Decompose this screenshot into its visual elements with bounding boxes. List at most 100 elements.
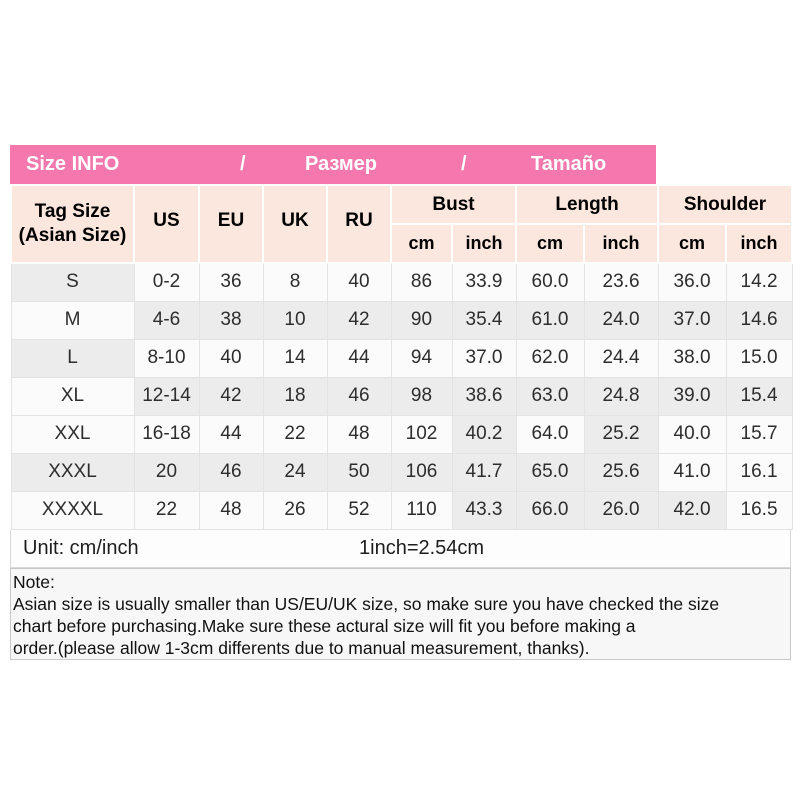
row-label: XXXXL xyxy=(10,490,135,530)
title-separator-2: / xyxy=(461,153,467,175)
header-row-units: cm inch cm inch cm inch xyxy=(11,223,794,264)
table-cell: 16.1 xyxy=(725,452,793,492)
eu-column-header: EU xyxy=(198,184,264,264)
table-cell: 60.0 xyxy=(515,262,585,302)
note-heading: Note: xyxy=(13,571,55,592)
table-cell: 40.0 xyxy=(657,414,727,454)
row-label: XXXL xyxy=(10,452,135,492)
size-table: Tag Size (Asian Size) US EU UK RU Bust L… xyxy=(10,184,794,530)
table-cell: 18 xyxy=(262,376,328,416)
table-cell: 38 xyxy=(198,300,264,340)
note-line: order.(please allow 1-3cm differents due… xyxy=(13,637,590,658)
note-box: Note: Asian size is usually smaller than… xyxy=(10,567,791,660)
table-cell: 106 xyxy=(390,452,453,492)
table-cell: 46 xyxy=(326,376,392,416)
row-label: XXL xyxy=(10,414,135,454)
table-cell: 65.0 xyxy=(515,452,585,492)
table-cell: 25.2 xyxy=(583,414,659,454)
table-cell: 4-6 xyxy=(133,300,200,340)
table-cell: 43.3 xyxy=(451,490,517,530)
table-cell: 61.0 xyxy=(515,300,585,340)
table-cell: 37.0 xyxy=(451,338,517,378)
shoulder-header: Shoulder xyxy=(657,184,794,225)
table-cell: 16-18 xyxy=(133,414,200,454)
title-bar: Size INFO / Размер / Tamaño xyxy=(10,145,656,184)
shoulder-inch-header: inch xyxy=(725,223,794,264)
tag-size-header: Tag Size (Asian Size) xyxy=(10,184,135,264)
table-row-m: M 4-6 38 10 42 90 35.4 61.0 24.0 37.0 14… xyxy=(10,300,793,340)
table-row-xxxxl: XXXXL 22 48 26 52 110 43.3 66.0 26.0 42.… xyxy=(10,490,793,530)
inch-conversion: 1inch=2.54cm xyxy=(359,536,485,559)
table-cell: 0-2 xyxy=(133,262,200,302)
table-cell: 8 xyxy=(262,262,328,302)
title-tamano: Tamaño xyxy=(531,153,607,175)
row-label: M xyxy=(10,300,135,340)
tag-size-line2: (Asian Size) xyxy=(18,225,127,246)
table-cell: 42 xyxy=(198,376,264,416)
tag-size-line1: Tag Size xyxy=(34,201,111,222)
table-cell: 40 xyxy=(326,262,392,302)
row-label: XL xyxy=(10,376,135,416)
table-cell: 24 xyxy=(262,452,328,492)
table-cell: 40.2 xyxy=(451,414,517,454)
title-separator-1: / xyxy=(240,153,246,175)
title-size-info: Size INFO xyxy=(26,153,120,175)
row-label: S xyxy=(10,262,135,302)
table-cell: 66.0 xyxy=(515,490,585,530)
table-cell: 42.0 xyxy=(657,490,727,530)
note-line: Asian size is usually smaller than US/EU… xyxy=(13,593,720,614)
table-cell: 26.0 xyxy=(583,490,659,530)
table-cell: 44 xyxy=(326,338,392,378)
table-row-l: L 8-10 40 14 44 94 37.0 62.0 24.4 38.0 1… xyxy=(10,338,793,378)
table-cell: 20 xyxy=(133,452,200,492)
table-cell: 14.2 xyxy=(725,262,793,302)
note-line: chart before purchasing.Make sure these … xyxy=(13,615,636,636)
table-cell: 14.6 xyxy=(725,300,793,340)
length-cm-header: cm xyxy=(515,223,586,264)
table-row-s: S 0-2 36 8 40 86 33.9 60.0 23.6 36.0 14.… xyxy=(10,262,793,302)
table-cell: 86 xyxy=(390,262,453,302)
table-cell: 22 xyxy=(133,490,200,530)
table-cell: 52 xyxy=(326,490,392,530)
size-chart-sheet: Size INFO / Размер / Tamaño Tag Size (As… xyxy=(10,145,794,660)
table-cell: 15.4 xyxy=(725,376,793,416)
table-cell: 8-10 xyxy=(133,338,200,378)
table-cell: 36 xyxy=(198,262,264,302)
table-row-xl: XL 12-14 42 18 46 98 38.6 63.0 24.8 39.0… xyxy=(10,376,793,416)
unit-row: Unit: cm/inch 1inch=2.54cm xyxy=(10,529,791,568)
length-header: Length xyxy=(515,184,660,225)
table-cell: 16.5 xyxy=(725,490,793,530)
table-cell: 15.7 xyxy=(725,414,793,454)
table-cell: 25.6 xyxy=(583,452,659,492)
table-cell: 26 xyxy=(262,490,328,530)
table-cell: 15.0 xyxy=(725,338,793,378)
table-row-xxl: XXL 16-18 44 22 48 102 40.2 64.0 25.2 40… xyxy=(10,414,793,454)
table-cell: 94 xyxy=(390,338,453,378)
table-cell: 10 xyxy=(262,300,328,340)
table-cell: 110 xyxy=(390,490,453,530)
table-cell: 44 xyxy=(198,414,264,454)
table-cell: 50 xyxy=(326,452,392,492)
ru-column-header: RU xyxy=(326,184,392,264)
us-column-header: US xyxy=(133,184,200,264)
table-cell: 35.4 xyxy=(451,300,517,340)
table-cell: 24.8 xyxy=(583,376,659,416)
table-cell: 98 xyxy=(390,376,453,416)
bust-cm-header: cm xyxy=(390,223,453,264)
shoulder-cm-header: cm xyxy=(657,223,728,264)
table-cell: 14 xyxy=(262,338,328,378)
table-cell: 64.0 xyxy=(515,414,585,454)
row-label: L xyxy=(10,338,135,378)
table-cell: 62.0 xyxy=(515,338,585,378)
bust-header: Bust xyxy=(389,184,518,225)
table-cell: 48 xyxy=(326,414,392,454)
table-cell: 38.6 xyxy=(451,376,517,416)
uk-column-header: UK xyxy=(262,184,328,264)
table-cell: 39.0 xyxy=(657,376,727,416)
table-cell: 36.0 xyxy=(657,262,727,302)
table-cell: 33.9 xyxy=(451,262,517,302)
unit-label: Unit: cm/inch xyxy=(23,536,139,559)
table-cell: 23.6 xyxy=(583,262,659,302)
table-cell: 24.0 xyxy=(583,300,659,340)
